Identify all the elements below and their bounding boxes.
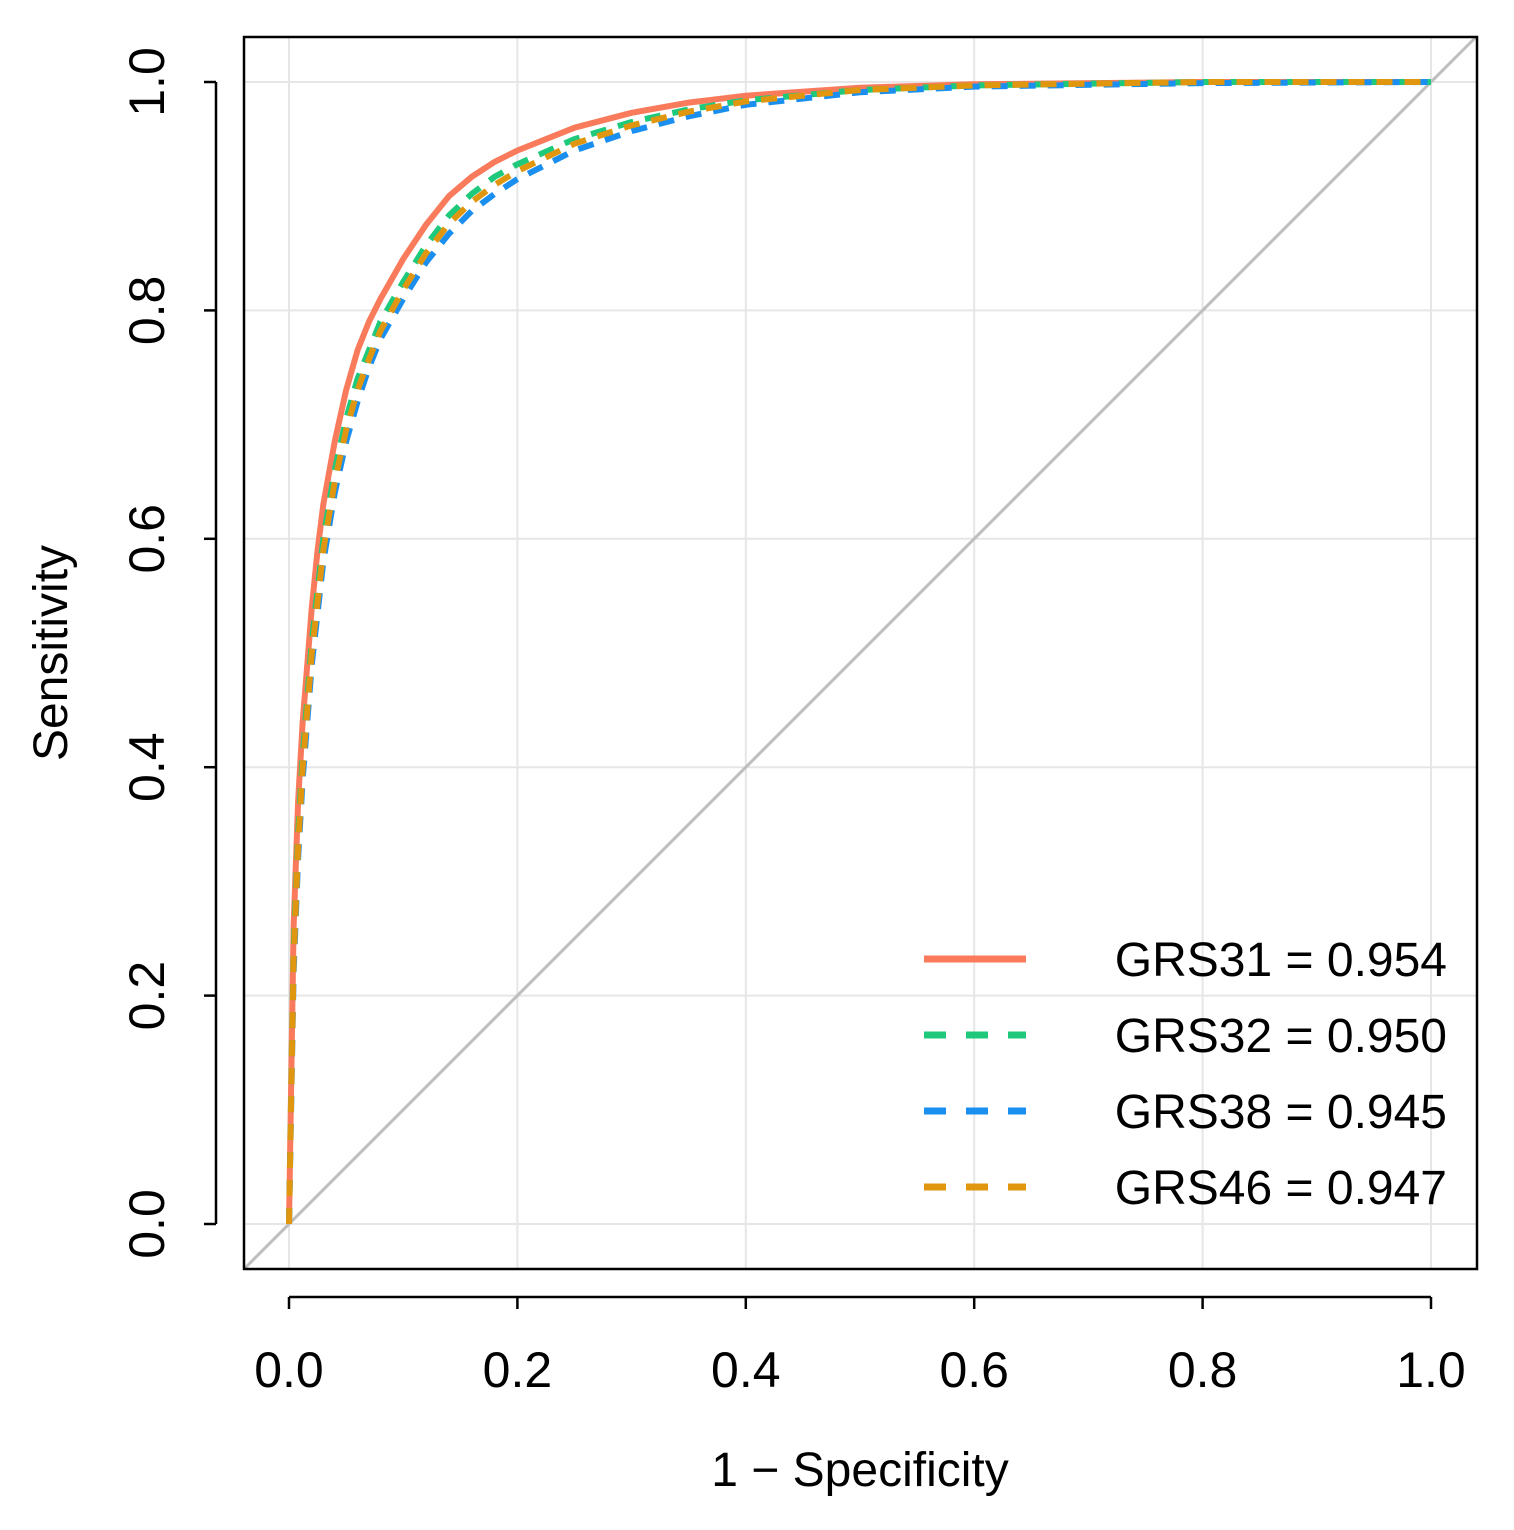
legend: GRS31 = 0.954 GRS32 = 0.950 GRS38 = 0.945 G…: [924, 934, 1447, 1215]
y-tick-label: 0.2: [119, 961, 175, 1031]
legend-label-grs31: GRS31 = 0.954: [1115, 934, 1447, 987]
y-axis: 0.0 0.2 0.4 0.6 0.8 1.0: [119, 47, 218, 1259]
legend-label-grs46: GRS46 = 0.947: [1115, 1162, 1447, 1215]
y-tick-label: 0.6: [119, 504, 175, 574]
legend-label-grs32: GRS32 = 0.950: [1115, 1010, 1447, 1063]
series-lines: [286, 79, 1432, 1225]
series-line-grs46: [286, 79, 1431, 1225]
series-line-grs31: [286, 79, 1431, 1225]
x-tick-label: 1.0: [1396, 1342, 1466, 1398]
plot-frame: [242, 35, 1479, 1271]
x-axis: 0.0 0.2 0.4 0.6 0.8 1.0: [254, 1295, 1466, 1398]
y-tick-label: 0.0: [119, 1189, 175, 1259]
y-tick-label: 1.0: [119, 47, 175, 117]
series-line-grs38: [286, 79, 1432, 1225]
x-tick-label: 0.4: [711, 1342, 781, 1398]
y-tick-label: 0.4: [119, 732, 175, 802]
y-tick-label: 0.8: [119, 276, 175, 346]
y-axis-title: Sensitivity: [25, 545, 78, 761]
grid: [244, 37, 1477, 1269]
x-tick-label: 0.0: [254, 1342, 324, 1398]
x-axis-title: 1 − Specificity: [711, 1444, 1008, 1497]
x-tick-label: 0.6: [939, 1342, 1009, 1398]
x-tick-label: 0.8: [1168, 1342, 1238, 1398]
legend-label-grs38: GRS38 = 0.945: [1115, 1086, 1447, 1139]
x-tick-label: 0.2: [483, 1342, 553, 1398]
diagonal-reference-line: [242, 35, 1478, 1271]
